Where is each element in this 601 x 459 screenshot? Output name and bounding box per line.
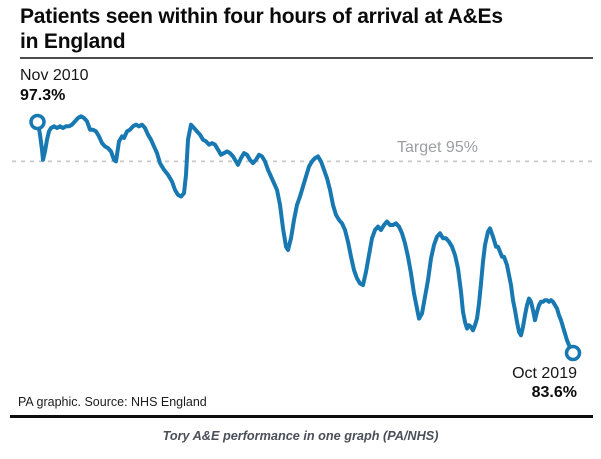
target-label: Target 95% (397, 139, 478, 156)
bottom-divider (10, 415, 593, 418)
end-date-label: Oct 2019 (512, 365, 577, 382)
start-value-label: 97.3% (20, 87, 66, 104)
chart-title: Patients seen within four hours of arriv… (20, 4, 595, 54)
title-divider (20, 57, 593, 59)
photo-caption: Tory A&E performance in one graph (PA/NH… (162, 429, 439, 443)
end-value-label: 83.6% (531, 384, 577, 401)
source-credit: PA graphic. Source: NHS England (18, 395, 207, 409)
start-date-label: Nov 2010 (20, 67, 89, 84)
chart-title-line2: in England (20, 30, 126, 53)
chart-title-line1: Patients seen within four hours of arriv… (20, 5, 503, 28)
